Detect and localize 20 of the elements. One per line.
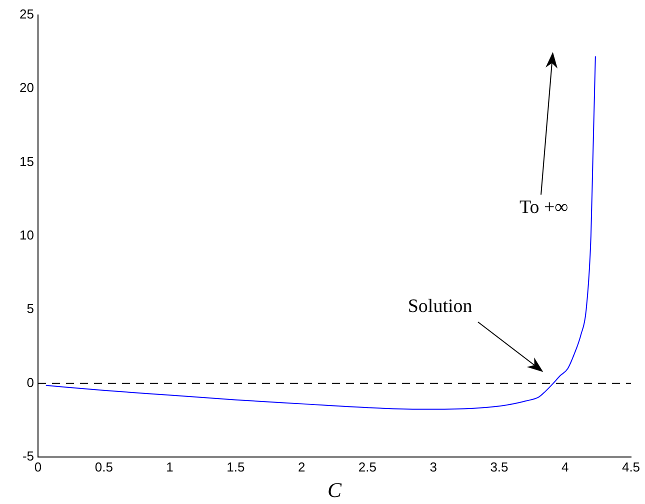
x-tick-label: 0.5 [94, 459, 113, 474]
x-tick-label: 4 [561, 459, 569, 474]
x-tick-label: 3.5 [490, 459, 508, 474]
y-tick-label: 25 [20, 6, 34, 22]
x-tick-label: 2.5 [358, 459, 376, 474]
x-tick-label: 1.5 [226, 459, 245, 474]
x-axis-title: C [327, 478, 342, 502]
y-tick-label: 10 [20, 228, 34, 243]
y-tick-label: 5 [26, 301, 34, 316]
x-tick-label: 1 [166, 459, 174, 474]
x-tick-label: 4.5 [622, 459, 640, 474]
annotation: To +∞ [519, 197, 568, 218]
annotation: Solution [408, 296, 473, 318]
y-tick-label: 0 [26, 374, 34, 390]
x-tick-label: 2 [298, 459, 306, 474]
y-tick-label: 15 [20, 154, 34, 169]
y-tick-label: -5 [22, 448, 34, 464]
line-series [45, 56, 596, 410]
x-tick-label: 3 [430, 459, 437, 474]
y-tick-label: 20 [20, 80, 34, 96]
